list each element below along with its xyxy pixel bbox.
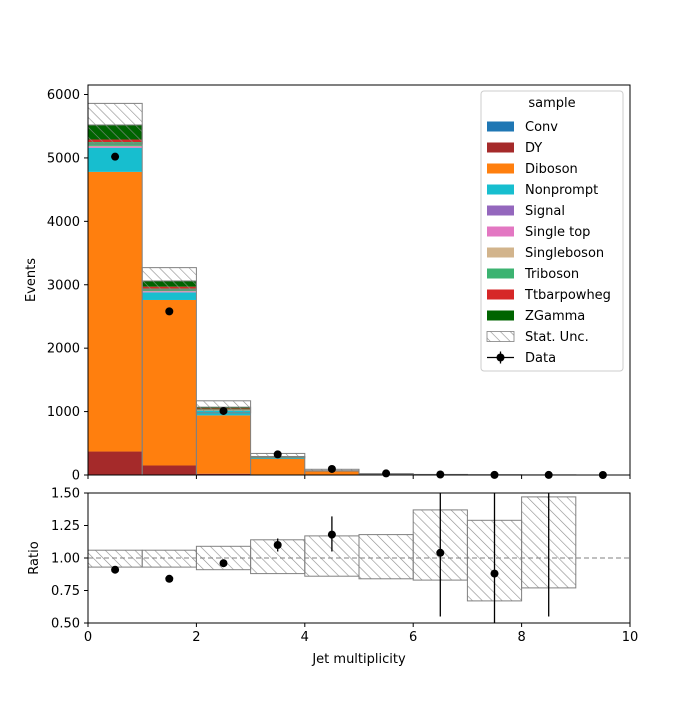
y-tick-label-6: 6000 [47, 88, 80, 103]
x-tick-label-5: 10 [622, 630, 639, 645]
legend-title: sample [528, 96, 575, 111]
data-point-2 [220, 407, 228, 415]
y-tick-label-2: 2000 [47, 342, 80, 357]
bar-diboson-bin-3 [251, 459, 305, 475]
legend-label-stat-unc: Stat. Unc. [525, 330, 589, 345]
ratio-y-axis-label: Ratio [27, 541, 42, 574]
ratio-point-1 [165, 575, 173, 583]
legend-swatch-stat-unc [487, 332, 514, 342]
ratio-y-tick-label-0: 0.50 [51, 617, 80, 632]
y-tick-label-3: 3000 [47, 278, 80, 293]
bar-nonprompt-bin-1 [142, 292, 196, 300]
legend-swatch-0 [487, 122, 514, 132]
legend-label-1: DY [525, 141, 542, 156]
ratio-unc-bin-5 [359, 535, 413, 579]
ratio-y-tick-label-2: 1.00 [51, 552, 80, 567]
x-axis-label: Jet multiplicity [311, 652, 406, 667]
legend-data-marker [497, 354, 505, 362]
data-point-4 [328, 465, 336, 473]
ratio-point-6 [491, 570, 499, 578]
legend-label-6: Singleboson [525, 246, 604, 261]
legend: sample Conv DY Diboson Nonprompt Signal Single… [481, 91, 623, 371]
legend-swatch-2 [487, 164, 514, 174]
ratio-y-tick-label-4: 1.50 [51, 487, 80, 502]
data-point-5 [382, 469, 390, 477]
ratio-point-5 [436, 549, 444, 557]
y-axis-label: Events [24, 258, 39, 302]
ratio-point-2 [220, 559, 228, 567]
y-tick-label-4: 4000 [47, 215, 80, 230]
bar-diboson-bin-0 [88, 172, 142, 452]
legend-swatch-1 [487, 143, 514, 153]
bar-single-top-bin-1 [142, 291, 196, 292]
legend-swatch-6 [487, 248, 514, 258]
ratio-point-0 [111, 566, 119, 574]
legend-label-5: Single top [525, 225, 590, 240]
bar-diboson-bin-2 [196, 415, 250, 473]
x-tick-label-4: 8 [517, 630, 525, 645]
legend-swatch-4 [487, 206, 514, 216]
ratio-y-tick-label-1: 0.75 [51, 584, 80, 599]
x-tick-label-3: 6 [409, 630, 417, 645]
ratio-point-3 [274, 541, 282, 549]
y-tick-label-5: 5000 [47, 151, 80, 166]
ratio-point-4 [328, 531, 336, 539]
legend-label-7: Triboson [524, 267, 579, 282]
y-tick-label-0: 0 [72, 469, 80, 484]
bar-singleboson-bin-0 [88, 146, 142, 147]
bar-dy-bin-0 [88, 452, 142, 475]
x-tick-label-0: 0 [84, 630, 92, 645]
data-point-6 [436, 470, 444, 478]
legend-label-3: Nonprompt [525, 183, 598, 198]
legend-swatch-9 [487, 311, 514, 321]
data-point-0 [111, 153, 119, 161]
legend-label-8: Ttbarpowheg [524, 288, 611, 303]
data-point-1 [165, 307, 173, 315]
legend-label-data: Data [525, 351, 556, 366]
stat-unc-bin-0 [88, 103, 142, 144]
bar-single-top-bin-0 [88, 147, 142, 148]
legend-label-9: ZGamma [525, 309, 585, 324]
bar-dy-bin-1 [142, 465, 196, 475]
legend-swatch-7 [487, 269, 514, 279]
legend-label-0: Conv [525, 120, 558, 135]
x-tick-label-1: 2 [192, 630, 200, 645]
legend-swatch-8 [487, 290, 514, 300]
legend-swatch-3 [487, 185, 514, 195]
y-tick-label-1: 1000 [47, 405, 80, 420]
bar-diboson-bin-1 [142, 300, 196, 466]
x-tick-label-2: 4 [301, 630, 309, 645]
legend-label-4: Signal [525, 204, 565, 219]
legend-swatch-5 [487, 227, 514, 237]
stat-unc-bin-1 [142, 268, 196, 290]
ratio-unc-bin-0 [88, 550, 142, 567]
data-point-3 [274, 450, 282, 458]
ratio-y-tick-label-3: 1.25 [51, 519, 80, 534]
ratio-unc-bin-1 [142, 550, 196, 567]
legend-label-2: Diboson [525, 162, 578, 177]
